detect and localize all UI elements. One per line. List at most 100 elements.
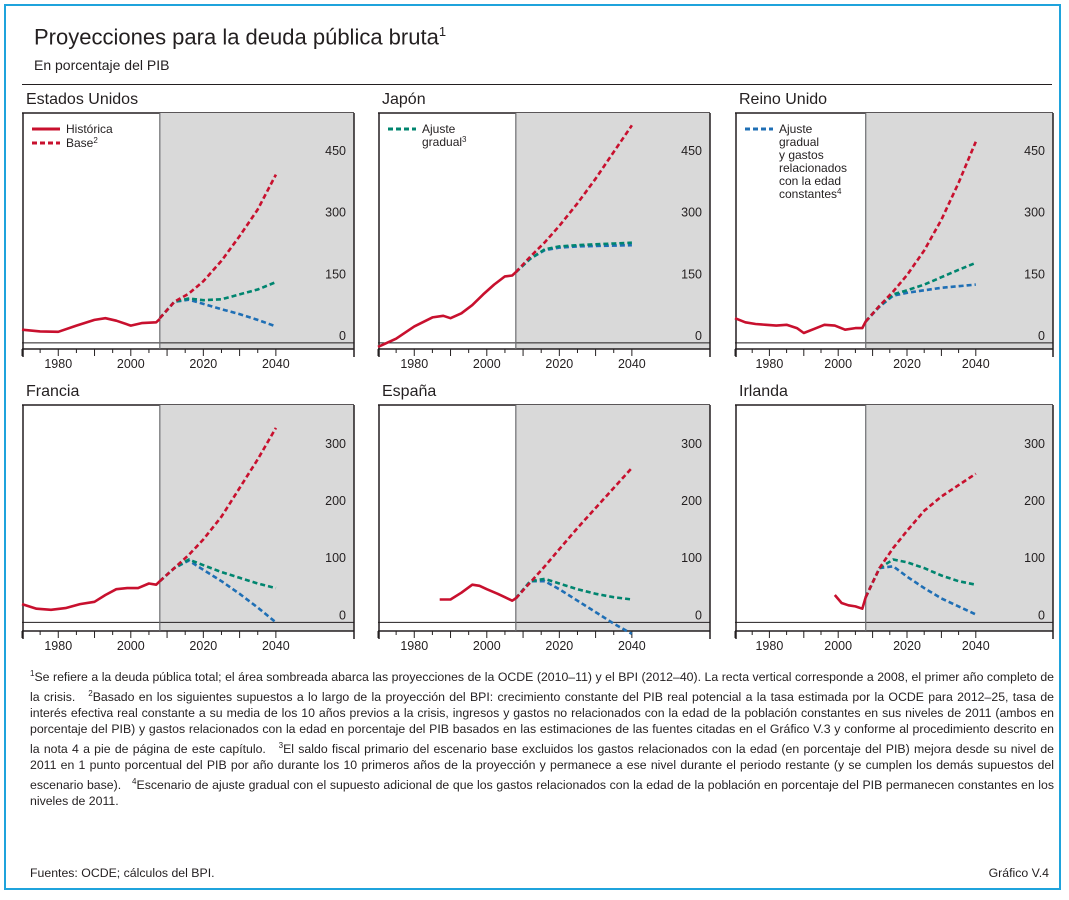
x-tick-label: 2000 bbox=[117, 357, 145, 371]
y-tick-label: 200 bbox=[325, 494, 346, 508]
legend-label: con la edad bbox=[779, 174, 841, 188]
x-tick-label: 2000 bbox=[824, 357, 852, 371]
x-tick-label: 2020 bbox=[189, 639, 217, 653]
y-tick-label: 300 bbox=[681, 437, 702, 451]
panel-title: Reino Unido bbox=[739, 91, 827, 108]
panel-estados-unidos: Estados Unidos 1980 2000 2020 2040 0 150 300 450… bbox=[21, 91, 355, 371]
series-base bbox=[514, 467, 633, 600]
x-tick-label: 2020 bbox=[545, 357, 573, 371]
x-tick-label: 2040 bbox=[618, 639, 646, 653]
series-base bbox=[514, 124, 633, 274]
footnote-marker-4: 4 bbox=[132, 776, 137, 786]
y-tick-label: 300 bbox=[1024, 206, 1045, 220]
y-tick-label: 100 bbox=[1024, 551, 1045, 565]
legend-sup: 4 bbox=[837, 187, 842, 196]
series-ajuste-gradual bbox=[864, 261, 977, 323]
panel-title: Irlanda bbox=[739, 383, 788, 400]
y-tick-label: 100 bbox=[681, 551, 702, 565]
figure-number: Gráfico V.4 bbox=[988, 866, 1049, 880]
legend-label: constantes4 bbox=[779, 187, 842, 201]
x-tick-label: 1980 bbox=[400, 357, 428, 371]
header-rule bbox=[22, 84, 1052, 85]
panel-title: Japón bbox=[382, 91, 426, 108]
series-ajuste-edad-constante bbox=[864, 283, 976, 323]
y-tick-label: 450 bbox=[681, 144, 702, 158]
x-tick-label: 2000 bbox=[473, 357, 501, 371]
x-tick-label: 1980 bbox=[400, 639, 428, 653]
x-tick-label: 2040 bbox=[962, 639, 990, 653]
legend-label: Ajuste bbox=[779, 122, 813, 136]
projection-shade bbox=[865, 405, 1053, 631]
y-tick-label: 0 bbox=[339, 608, 346, 622]
x-tick-label: 2020 bbox=[545, 639, 573, 653]
footnote-2: Basado en los siguientes supuestos a lo … bbox=[30, 689, 1055, 756]
series-historica bbox=[734, 316, 867, 335]
footnote-marker-1: 1 bbox=[30, 669, 35, 678]
y-tick-label: 300 bbox=[325, 206, 346, 220]
projection-shade bbox=[515, 405, 710, 631]
footnote-marker-3: 3 bbox=[278, 740, 284, 750]
legend-label: y gastos bbox=[779, 148, 824, 162]
y-tick-label: 0 bbox=[1038, 329, 1045, 343]
y-tick-label: 200 bbox=[681, 494, 702, 508]
series-historica bbox=[833, 594, 867, 610]
projection-shade bbox=[159, 405, 354, 631]
x-tick-label: 1980 bbox=[755, 357, 783, 371]
y-tick-label: 0 bbox=[695, 608, 702, 622]
x-tick-label: 1980 bbox=[44, 639, 72, 653]
panel-espana: España 1980 2000 2020 2040 0 100 200 300 bbox=[377, 383, 711, 653]
footnote-marker-2: 2 bbox=[88, 688, 93, 698]
panel-title: Estados Unidos bbox=[26, 91, 138, 108]
y-tick-label: 450 bbox=[1024, 144, 1045, 158]
y-tick-label: 300 bbox=[1024, 437, 1045, 451]
x-tick-label: 1980 bbox=[44, 357, 72, 371]
legend-label: Ajuste bbox=[422, 122, 456, 136]
y-tick-label: 300 bbox=[325, 437, 346, 451]
title-footnote-marker: 1 bbox=[438, 24, 447, 39]
x-tick-label: 2020 bbox=[893, 639, 921, 653]
x-tick-label: 2040 bbox=[618, 357, 646, 371]
legend-label: gradual bbox=[779, 135, 819, 149]
panel-title: Francia bbox=[26, 383, 79, 400]
title-text: Proyecciones para la deuda pública bruta bbox=[34, 24, 439, 50]
series-base bbox=[864, 472, 977, 598]
legend-label: Histórica bbox=[66, 122, 113, 136]
panel-francia: Francia 1980 2000 2020 2040 0 100 200 300 bbox=[21, 383, 355, 653]
x-tick-label: 2040 bbox=[962, 357, 990, 371]
x-tick-label: 2020 bbox=[893, 357, 921, 371]
y-tick-label: 100 bbox=[325, 551, 346, 565]
panel-reino-unido: Reino Unido 1980 2000 2020 2040 0 150 300 450 Aju… bbox=[734, 91, 1054, 371]
series-base bbox=[864, 141, 977, 323]
y-tick-label: 150 bbox=[681, 267, 702, 281]
y-tick-label: 150 bbox=[325, 267, 346, 281]
x-tick-label: 2000 bbox=[824, 639, 852, 653]
series-ajuste-edad-constante bbox=[158, 559, 277, 624]
series-ajuste-gradual bbox=[158, 558, 277, 590]
y-tick-label: 200 bbox=[1024, 494, 1045, 508]
x-tick-label: 2040 bbox=[262, 639, 290, 653]
y-tick-label: 450 bbox=[325, 144, 346, 158]
x-tick-label: 2000 bbox=[117, 639, 145, 653]
legend-sup: 2 bbox=[93, 136, 98, 145]
x-tick-label: 1980 bbox=[755, 639, 783, 653]
footnote-4: Escenario de ajuste gradual con el supue… bbox=[30, 777, 1055, 809]
footnote-3: El saldo fiscal primario del escenario b… bbox=[30, 741, 1055, 792]
x-tick-label: 2040 bbox=[262, 357, 290, 371]
figure-title: Proyecciones para la deuda pública bruta… bbox=[34, 24, 446, 50]
footnote-1: Se refiere a la deuda pública total; el … bbox=[30, 670, 1054, 704]
panel-title: España bbox=[382, 383, 436, 400]
y-tick-label: 0 bbox=[1038, 608, 1045, 622]
projection-shade bbox=[159, 113, 354, 349]
series-historica bbox=[377, 271, 517, 349]
footnotes: 1Se refiere a la deuda pública total; el… bbox=[30, 666, 1054, 810]
legend-label: relacionados bbox=[779, 161, 847, 175]
panel-japon: Japón 1980 2000 2020 2040 0 150 300 450 Ajustegra… bbox=[377, 91, 711, 371]
series-historica bbox=[21, 316, 161, 334]
y-tick-label: 0 bbox=[339, 329, 346, 343]
series-ajuste-gradual bbox=[514, 241, 632, 274]
projection-shade bbox=[865, 113, 1053, 349]
y-tick-label: 300 bbox=[681, 206, 702, 220]
y-tick-label: 0 bbox=[695, 329, 702, 343]
x-tick-label: 2020 bbox=[189, 357, 217, 371]
legend-label: gradual3 bbox=[422, 135, 467, 149]
